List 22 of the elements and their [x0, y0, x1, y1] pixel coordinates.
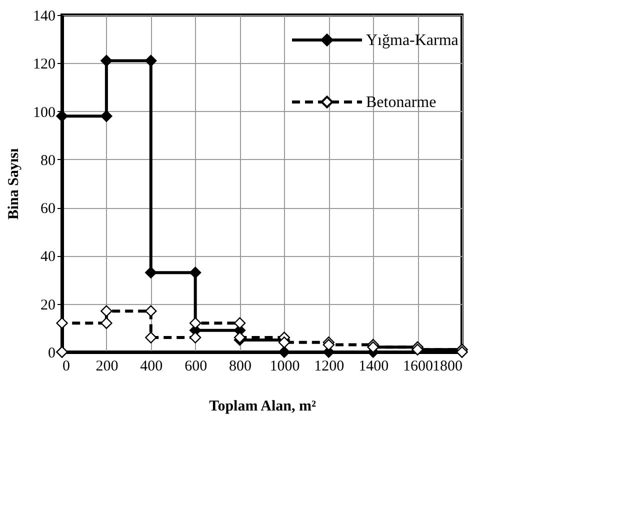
x-tick-label: 1600 [403, 358, 434, 374]
y-axis-title: Bina Sayısı [6, 148, 22, 220]
y-tick-label: 80 [40, 152, 56, 169]
legend-label: Yığma-Karma [366, 32, 458, 49]
x-tick-label: 200 [96, 358, 118, 374]
x-tick-label: 1200 [314, 358, 344, 374]
x-tick-label: 1800 [432, 358, 462, 374]
y-tick-label: 120 [33, 56, 56, 73]
x-tick-label: 1000 [270, 358, 300, 374]
x-axis-title: Toplam Alan, m² [209, 398, 316, 414]
legend-label: Betonarme [366, 94, 436, 111]
y-tick-label: 100 [33, 104, 56, 121]
x-tick-label: 800 [229, 358, 252, 374]
y-tick-label: 20 [40, 297, 56, 314]
x-tick-label: 0 [62, 358, 70, 374]
x-tick-label: 400 [140, 358, 163, 374]
y-tick-label: 40 [40, 249, 56, 266]
y-tick-label: 0 [48, 346, 56, 362]
x-tick-label: 600 [184, 358, 208, 374]
x-tick-label: 1400 [358, 358, 389, 374]
y-tick-label: 140 [33, 8, 56, 24]
y-tick-label: 60 [40, 201, 56, 218]
